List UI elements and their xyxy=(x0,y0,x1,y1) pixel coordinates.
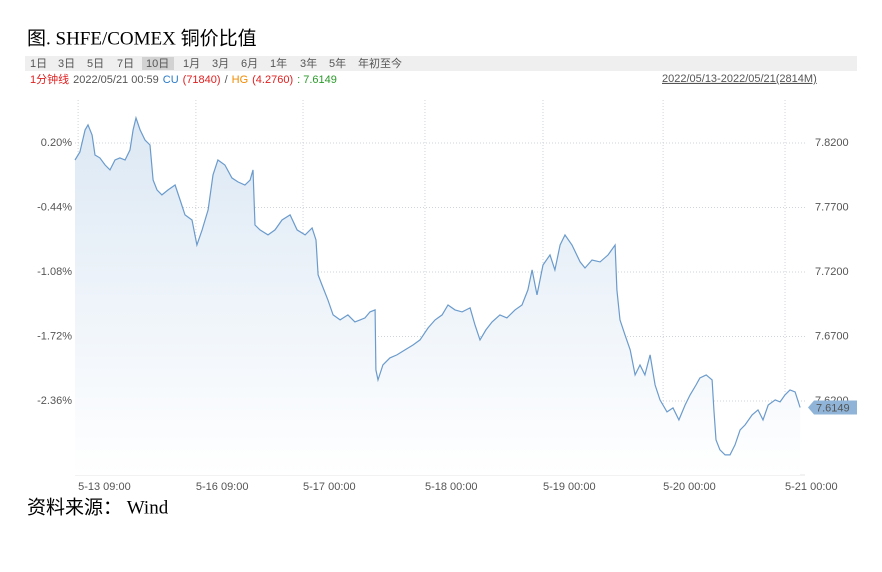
y-tick-label: 7.7200 xyxy=(815,266,849,278)
tab[interactable]: 1年 xyxy=(270,56,287,70)
y2-tick-label: 0.20% xyxy=(41,137,72,149)
info-line: 1分钟线 2022/05/21 00:59 CU (71840) / HG (4.2760)… xyxy=(30,72,337,86)
y-tick-label: 7.7700 xyxy=(815,201,849,213)
source: 资料来源： Wind xyxy=(27,496,169,518)
tab-bar xyxy=(25,56,857,71)
y2-tick-label: -1.08% xyxy=(37,266,72,278)
x-tick-label: 5-17 00:00 xyxy=(303,481,356,493)
y2-tick-label: -2.36% xyxy=(37,395,72,407)
x-tick-label: 5-20 00:00 xyxy=(663,481,716,493)
tab[interactable]: 5日 xyxy=(87,58,104,70)
tab[interactable]: 3年 xyxy=(300,56,317,70)
chart-title: 图. SHFE/COMEX 铜价比值 xyxy=(27,27,257,49)
tab[interactable]: 1月 xyxy=(183,58,200,70)
info-interval: 1分钟线 xyxy=(30,72,69,86)
x-tick-label: 5-21 00:00 xyxy=(785,481,838,493)
tab[interactable]: 6月 xyxy=(241,58,258,70)
tab[interactable]: 5年 xyxy=(329,56,346,70)
tab[interactable]: 3日 xyxy=(58,58,75,70)
y-tick-label: 7.6700 xyxy=(815,330,849,342)
info-hg: (4.2760) xyxy=(252,74,293,86)
tab[interactable]: 年初至今 xyxy=(358,56,402,70)
tab[interactable]: 10日 xyxy=(146,58,169,70)
last-value-box xyxy=(808,400,857,415)
area xyxy=(75,117,801,476)
last-value-label: 7.6149 xyxy=(816,402,850,414)
info-cu: (71840) xyxy=(183,74,221,86)
range-label: 2022/05/13-2022/05/21(2814M) xyxy=(662,73,817,85)
y2-tick-label: -0.44% xyxy=(37,201,72,213)
info-cu-label: CU xyxy=(163,74,179,86)
info-sep: / xyxy=(225,74,229,86)
x-tick-label: 5-13 09:00 xyxy=(78,481,131,493)
info-ratio: : 7.6149 xyxy=(297,74,337,86)
x-tick-label: 5-16 09:00 xyxy=(196,481,249,493)
line xyxy=(74,115,801,456)
info-time: 2022/05/21 00:59 xyxy=(73,74,159,86)
tab[interactable]: 1日 xyxy=(30,58,47,70)
tab[interactable]: 3月 xyxy=(212,58,229,70)
tab-selected xyxy=(142,57,174,70)
tab[interactable]: 7日 xyxy=(117,58,134,70)
x-tick-label: 5-19 00:00 xyxy=(543,481,596,493)
x-tick-label: 5-18 00:00 xyxy=(425,481,478,493)
y2-tick-label: -1.72% xyxy=(37,330,72,342)
y-tick-label: 7.8200 xyxy=(815,137,849,149)
info-hg-label: HG xyxy=(232,74,249,86)
